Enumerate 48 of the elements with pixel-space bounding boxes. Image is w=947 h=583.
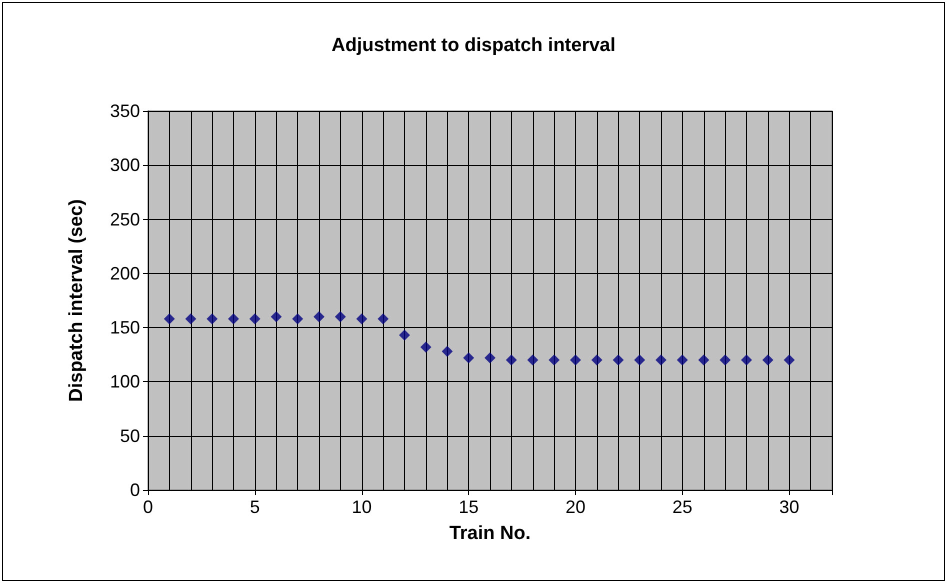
point [570, 354, 581, 366]
x-tick-label: 10 [352, 497, 372, 517]
point [442, 346, 453, 357]
point [762, 354, 774, 366]
point [185, 313, 196, 324]
point [720, 354, 731, 366]
chart-title: Adjustment to dispatch interval [332, 35, 616, 56]
point [420, 342, 432, 353]
x-tick-label: 25 [672, 497, 692, 517]
point [741, 354, 752, 366]
point [463, 352, 474, 364]
point [506, 354, 517, 366]
point [527, 354, 538, 366]
point [634, 354, 646, 366]
y-tick-label: 300 [110, 155, 140, 176]
point [784, 354, 795, 366]
x-tick-label: 20 [565, 497, 586, 517]
point [164, 313, 175, 324]
y-tick-label: 200 [110, 263, 140, 284]
y-tick-label: 0 [130, 480, 140, 500]
x-axis-title: Train No. [449, 523, 531, 544]
point [270, 311, 282, 322]
point [292, 313, 304, 324]
y-tick-label: 250 [110, 209, 140, 230]
point [228, 313, 239, 324]
point [591, 354, 602, 366]
y-axis-title: Dispatch interval (sec) [66, 199, 87, 402]
point [399, 330, 410, 341]
point [249, 313, 260, 324]
x-tick-label: 5 [250, 497, 260, 517]
y-tick-label: 350 [110, 101, 140, 121]
x-tick-label: 15 [458, 497, 479, 517]
y-tick-label: 100 [110, 372, 140, 392]
point [656, 354, 666, 366]
x-tick-label: 30 [779, 497, 800, 517]
point [206, 313, 218, 324]
point [314, 311, 324, 322]
point [676, 354, 688, 366]
x-tick-label: 0 [142, 497, 154, 517]
y-tick-label: 150 [110, 318, 140, 338]
point [612, 354, 624, 366]
point [698, 354, 710, 366]
point [378, 313, 389, 324]
point [356, 313, 368, 324]
point [484, 352, 496, 364]
y-tick-label: 50 [120, 426, 140, 446]
point [334, 311, 346, 322]
point [548, 354, 560, 366]
